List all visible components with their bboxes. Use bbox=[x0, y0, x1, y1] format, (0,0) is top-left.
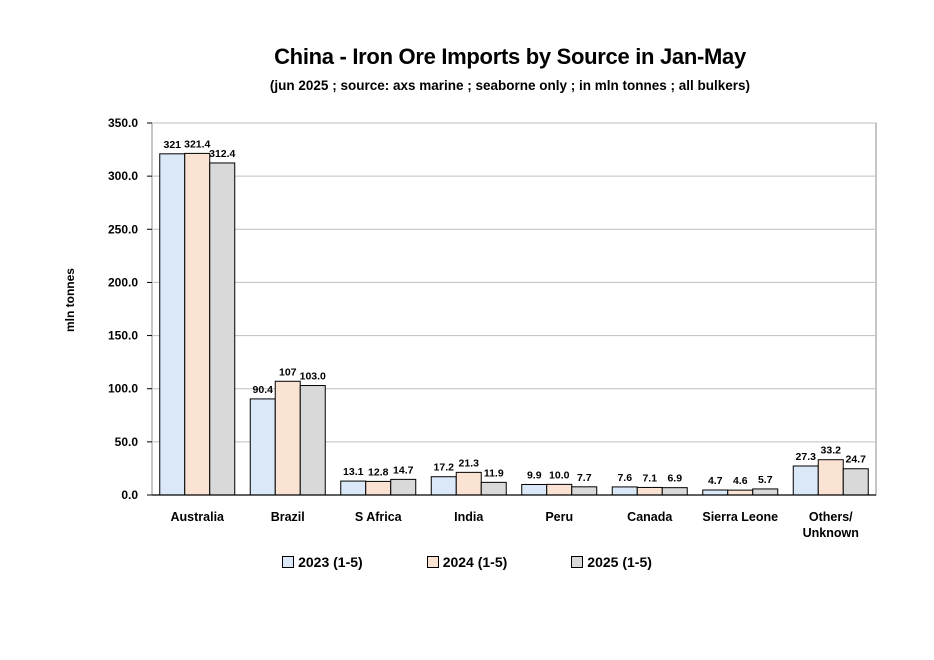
category-label-line: Others/ bbox=[809, 510, 853, 524]
data-label: 7.6 bbox=[617, 472, 632, 484]
y-tick-label: 100.0 bbox=[108, 382, 138, 396]
data-label: 13.1 bbox=[343, 466, 364, 478]
x-category-label: Sierra Leone bbox=[702, 510, 778, 524]
x-category-label: Australia bbox=[171, 510, 226, 524]
bar-2-7 bbox=[727, 489, 754, 496]
category-label-line: Unknown bbox=[803, 526, 859, 540]
bar-3-2 bbox=[299, 385, 326, 496]
bar-2-3 bbox=[365, 480, 392, 496]
category-label-line: Brazil bbox=[271, 510, 305, 524]
bar-2-8 bbox=[817, 459, 844, 496]
x-category-label: Brazil bbox=[271, 510, 305, 524]
data-label: 12.8 bbox=[368, 466, 389, 478]
data-label: 24.7 bbox=[846, 454, 867, 466]
legend-swatch-2024 bbox=[426, 556, 439, 568]
data-label: 321.4 bbox=[184, 138, 210, 150]
data-label: 27.3 bbox=[796, 451, 817, 463]
y-tick-label: 50.0 bbox=[115, 435, 139, 449]
y-tick-label: 0.0 bbox=[121, 488, 138, 502]
bar-1-2 bbox=[249, 398, 276, 496]
data-label: 9.9 bbox=[527, 469, 542, 481]
x-category-label: India bbox=[454, 510, 484, 524]
bar-2-2 bbox=[274, 380, 301, 496]
bar-3-3 bbox=[390, 478, 417, 496]
y-axis-title: mln tonnes bbox=[63, 268, 77, 332]
bar-2-6 bbox=[636, 486, 663, 496]
legend-swatch-2023 bbox=[282, 556, 295, 568]
data-label: 10.0 bbox=[549, 469, 570, 481]
data-label: 312.4 bbox=[209, 148, 235, 160]
chart-subtitle: (jun 2025 ; source: axs marine ; seaborn… bbox=[269, 78, 751, 93]
legend: 2023 (1-5) 2024 (1-5) 2025 (1-5) bbox=[0, 554, 934, 570]
legend-label-2023: 2023 (1-5) bbox=[298, 554, 363, 570]
category-label-line: Canada bbox=[627, 510, 673, 524]
y-tick-label: 150.0 bbox=[108, 329, 138, 343]
data-label: 21.3 bbox=[459, 457, 480, 469]
category-label-line: Peru bbox=[545, 510, 573, 524]
data-label: 4.6 bbox=[733, 475, 748, 487]
data-label: 321 bbox=[163, 139, 181, 151]
bar-3-4 bbox=[480, 481, 507, 496]
chart-title: China - Iron Ore Imports by Source in Ja… bbox=[274, 44, 746, 69]
data-label: 17.2 bbox=[434, 462, 455, 474]
category-label-line: India bbox=[454, 510, 484, 524]
data-label: 33.2 bbox=[821, 445, 842, 457]
y-tick-label: 300.0 bbox=[108, 169, 138, 183]
legend-swatch-2025 bbox=[571, 556, 584, 568]
y-tick-label: 200.0 bbox=[108, 275, 138, 289]
category-label-line: S Africa bbox=[355, 510, 403, 524]
x-category-label: S Africa bbox=[355, 510, 403, 524]
bar-2-5 bbox=[546, 483, 573, 496]
data-label: 14.7 bbox=[393, 464, 414, 476]
data-label: 5.7 bbox=[758, 474, 773, 486]
x-category-label: Others/Unknown bbox=[803, 510, 859, 540]
data-label: 7.1 bbox=[642, 472, 657, 484]
bar-3-6 bbox=[661, 487, 688, 496]
bar-3-1 bbox=[209, 162, 236, 496]
bar-1-5 bbox=[521, 483, 548, 496]
bar-1-6 bbox=[611, 486, 638, 496]
data-label: 11.9 bbox=[484, 467, 504, 479]
bar-3-7 bbox=[752, 488, 779, 496]
legend-item-2023: 2023 (1-5) bbox=[282, 554, 363, 570]
bar-2-4 bbox=[455, 471, 482, 496]
data-label: 4.7 bbox=[708, 475, 723, 487]
x-category-label: Peru bbox=[545, 510, 573, 524]
category-label-line: Sierra Leone bbox=[702, 510, 778, 524]
y-tick-label: 250.0 bbox=[108, 222, 138, 236]
bar-2-1 bbox=[184, 152, 211, 496]
data-label: 107 bbox=[279, 366, 297, 378]
data-label: 6.9 bbox=[667, 473, 682, 485]
data-label: 90.4 bbox=[253, 384, 274, 396]
bar-1-8 bbox=[792, 465, 819, 496]
bar-3-5 bbox=[571, 486, 598, 496]
legend-label-2024: 2024 (1-5) bbox=[442, 554, 508, 570]
legend-label-2025: 2025 (1-5) bbox=[587, 554, 652, 570]
data-label: 103.0 bbox=[300, 371, 326, 383]
legend-item-2025: 2025 (1-5) bbox=[571, 554, 652, 570]
data-label: 7.7 bbox=[577, 472, 592, 484]
bar-1-7 bbox=[702, 489, 729, 496]
category-label-line: Australia bbox=[171, 510, 226, 524]
legend-item-2024: 2024 (1-5) bbox=[426, 554, 508, 570]
bar-1-1 bbox=[159, 153, 186, 496]
y-tick-label: 350.0 bbox=[108, 116, 138, 130]
x-category-label: Canada bbox=[627, 510, 673, 524]
bar-1-3 bbox=[340, 480, 367, 496]
bar-3-8 bbox=[842, 468, 869, 496]
bar-1-4 bbox=[430, 476, 457, 496]
